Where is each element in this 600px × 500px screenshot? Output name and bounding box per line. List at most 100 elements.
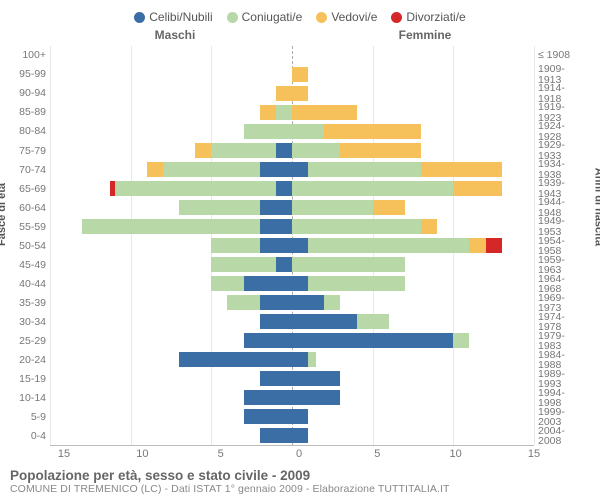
segment-co: [292, 143, 340, 158]
female-header: Femmine: [300, 28, 600, 46]
segment-v: [453, 181, 501, 196]
segment-co: [211, 276, 243, 291]
segment-co: [163, 162, 260, 177]
age-label: 0-4: [14, 431, 50, 442]
segment-c: [260, 371, 292, 386]
age-label: 20-24: [14, 355, 50, 366]
male-bar: [50, 200, 292, 215]
segment-v: [195, 143, 211, 158]
segment-co: [115, 181, 276, 196]
age-label: 50-54: [14, 241, 50, 252]
bar-row: [50, 84, 534, 103]
segment-co: [179, 200, 260, 215]
bar-row: [50, 179, 534, 198]
segment-co: [292, 200, 373, 215]
bar-row: [50, 236, 534, 255]
segment-c: [292, 238, 308, 253]
segment-c: [276, 181, 292, 196]
segment-c: [179, 352, 292, 367]
segment-c: [292, 333, 453, 348]
bar-row: [50, 160, 534, 179]
birth-axis: ≤ 19081909-19131914-19181919-19231924-19…: [534, 46, 600, 446]
legend-item: Vedovi/e: [316, 10, 377, 24]
female-bar: [292, 352, 534, 367]
x-axis: 15105051015: [64, 446, 534, 464]
x-tick-label: 5: [218, 448, 224, 460]
female-bar: [292, 105, 534, 120]
segment-v: [292, 67, 308, 82]
age-label: 15-19: [14, 374, 50, 385]
legend-item: Coniugati/e: [227, 10, 303, 24]
segment-co: [308, 276, 405, 291]
segment-c: [292, 428, 308, 443]
age-label: 80-84: [14, 126, 50, 137]
male-bar: [50, 143, 292, 158]
age-label: 65-69: [14, 184, 50, 195]
female-bar: [292, 428, 534, 443]
segment-c: [260, 219, 292, 234]
legend-label: Coniugati/e: [242, 10, 303, 24]
male-bar: [50, 390, 292, 405]
male-bar: [50, 314, 292, 329]
segment-co: [244, 124, 292, 139]
female-bar: [292, 276, 534, 291]
male-bar: [50, 257, 292, 272]
bars-area: [50, 46, 534, 446]
female-bar: [292, 371, 534, 386]
male-bar: [50, 48, 292, 63]
legend: Celibi/Nubili Coniugati/e Vedovi/e Divorzia…: [0, 0, 600, 28]
legend-label: Divorziati/e: [406, 10, 465, 24]
female-bar: [292, 48, 534, 63]
birth-label: 2004-2008: [534, 426, 586, 447]
male-header: Maschi: [0, 28, 300, 46]
segment-co: [308, 238, 469, 253]
bar-row: [50, 46, 534, 65]
female-bar: [292, 390, 534, 405]
male-bar: [50, 219, 292, 234]
age-label: 45-49: [14, 260, 50, 271]
male-bar: [50, 162, 292, 177]
segment-c: [276, 257, 292, 272]
male-bar: [50, 105, 292, 120]
female-bar: [292, 238, 534, 253]
bar-row: [50, 103, 534, 122]
segment-v: [147, 162, 163, 177]
segment-c: [292, 409, 308, 424]
legend-item: Celibi/Nubili: [134, 10, 212, 24]
segment-co: [308, 352, 316, 367]
bar-row: [50, 274, 534, 293]
segment-c: [244, 276, 292, 291]
segment-c: [292, 295, 324, 310]
segment-v: [260, 105, 276, 120]
segment-c: [260, 238, 292, 253]
male-bar: [50, 276, 292, 291]
gender-header: Maschi Femmine: [0, 28, 600, 46]
male-bar: [50, 295, 292, 310]
bar-row: [50, 255, 534, 274]
female-bar: [292, 200, 534, 215]
bar-row: [50, 426, 534, 445]
bar-row: [50, 122, 534, 141]
age-label: 25-29: [14, 336, 50, 347]
segment-c: [276, 143, 292, 158]
x-tick-label: 15: [58, 448, 70, 460]
legend-swatch: [391, 12, 402, 23]
segment-c: [244, 390, 292, 405]
female-bar: [292, 162, 534, 177]
female-bar: [292, 333, 534, 348]
bar-row: [50, 141, 534, 160]
segment-v: [469, 238, 485, 253]
female-bar: [292, 67, 534, 82]
female-bar: [292, 409, 534, 424]
female-bar: [292, 181, 534, 196]
female-bar: [292, 295, 534, 310]
segment-co: [211, 257, 276, 272]
age-label: 60-64: [14, 203, 50, 214]
segment-c: [292, 314, 357, 329]
x-tick-label: 15: [528, 448, 540, 460]
segment-c: [260, 162, 292, 177]
female-bar: [292, 219, 534, 234]
segment-v: [340, 143, 421, 158]
male-bar: [50, 67, 292, 82]
segment-co: [357, 314, 389, 329]
